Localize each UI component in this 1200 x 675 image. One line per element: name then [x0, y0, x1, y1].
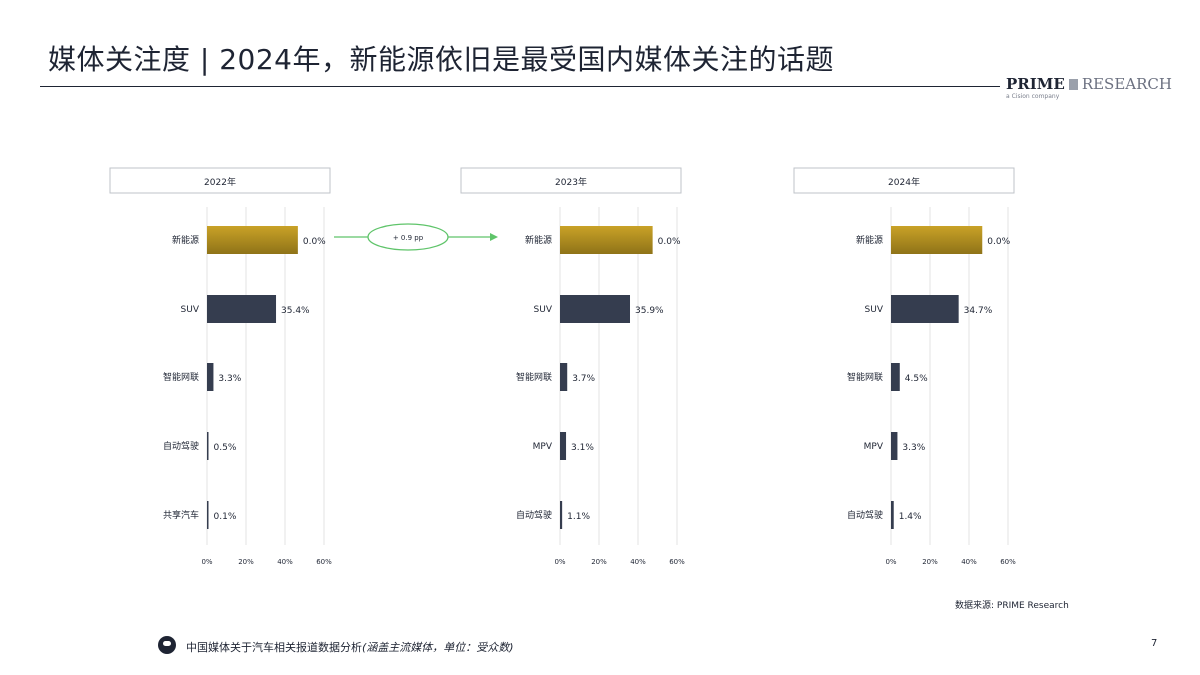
- logo-brand-bold: PRIME: [1006, 75, 1065, 93]
- category-label: SUV: [865, 305, 884, 315]
- category-label: 智能网联: [163, 371, 199, 383]
- chart-1: 2023年 0% 20% 40% 60% 新能源 0.0% SUV 35.9% 智能网联 3.7% M…: [460, 167, 685, 566]
- x-tick-label: 20%: [922, 558, 938, 566]
- x-tick-label: 60%: [316, 558, 332, 566]
- data-label: 3.3%: [218, 374, 241, 384]
- bar: [560, 363, 568, 391]
- x-tick-label: 40%: [277, 558, 293, 566]
- data-label: 1.4%: [899, 512, 922, 522]
- company-logo: PRIME RESEARCH a Cision company: [1006, 75, 1172, 105]
- change-annotation-label: + 0.9 pp: [393, 234, 424, 242]
- bar: [891, 226, 983, 254]
- x-tick-label: 0%: [885, 558, 896, 566]
- x-tick-label: 0%: [201, 558, 212, 566]
- data-label: 0.0%: [658, 237, 681, 247]
- bar: [207, 226, 298, 254]
- bar: [560, 226, 653, 254]
- category-label: 智能网联: [847, 371, 883, 383]
- x-tick-label: 40%: [961, 558, 977, 566]
- page-title: 媒体关注度 | 2024年，新能源依旧是最受国内媒体关注的话题: [48, 43, 834, 76]
- logo-mark-icon: [1068, 79, 1078, 90]
- footer-caption-note: (涵盖主流媒体，单位：受众数): [362, 641, 514, 654]
- category-label: 新能源: [172, 234, 199, 246]
- footer-caption: 中国媒体关于汽车相关报道数据分析(涵盖主流媒体，单位：受众数): [186, 639, 514, 655]
- x-tick-label: 60%: [669, 558, 685, 566]
- data-label: 0.0%: [987, 237, 1010, 247]
- chart-title: 2023年: [555, 176, 587, 188]
- data-label: 0.5%: [214, 443, 237, 453]
- x-tick-label: 20%: [238, 558, 254, 566]
- category-label: 自动驾驶: [847, 509, 883, 521]
- footer-caption-text: 中国媒体关于汽车相关报道数据分析: [186, 641, 362, 654]
- data-label: 35.9%: [635, 306, 664, 316]
- logo-brand: PRIME RESEARCH: [1006, 75, 1172, 93]
- bar: [891, 363, 900, 391]
- category-label: 智能网联: [516, 371, 552, 383]
- chart-title: 2024年: [888, 176, 920, 188]
- change-annotation: + 0.9 pp: [330, 222, 500, 252]
- bar: [560, 295, 631, 323]
- x-tick-label: 20%: [591, 558, 607, 566]
- chart-title-box: [460, 167, 682, 194]
- data-label: 1.1%: [567, 512, 590, 522]
- data-label: 3.7%: [572, 374, 595, 384]
- chart-2: 2024年 0% 20% 40% 60% 新能源 0.0% SUV 34.7% 智能网联 4.5% M…: [793, 167, 1016, 566]
- data-label: 3.3%: [902, 443, 925, 453]
- category-label: SUV: [534, 305, 553, 315]
- category-label: 自动驾驶: [516, 509, 552, 521]
- data-label: 34.7%: [964, 306, 993, 316]
- chart-0: 2022年 0% 20% 40% 60% 新能源 0.0% SUV 35.4% 智能网联 3.3% 自…: [109, 167, 332, 566]
- bar: [560, 432, 567, 460]
- x-tick-label: 0%: [554, 558, 565, 566]
- bar: [891, 295, 959, 323]
- data-source: 数据来源: PRIME Research: [955, 601, 1069, 611]
- chart-title: 2022年: [204, 176, 236, 188]
- category-label: 共享汽车: [163, 509, 199, 521]
- x-tick-label: 40%: [630, 558, 646, 566]
- category-label: 新能源: [856, 234, 883, 246]
- page-number: 7: [1151, 638, 1158, 649]
- bar: [207, 295, 277, 323]
- chat-icon: [158, 636, 176, 654]
- bar: [207, 363, 214, 391]
- data-label: 0.1%: [214, 512, 237, 522]
- bar: [891, 501, 894, 529]
- logo-brand-rest: RESEARCH: [1081, 75, 1172, 93]
- data-label: 3.1%: [571, 443, 594, 453]
- category-label: MPV: [864, 442, 884, 452]
- x-tick-label: 60%: [1000, 558, 1016, 566]
- bar: [207, 501, 209, 529]
- category-label: SUV: [181, 305, 200, 315]
- logo-subtitle: a Cision company: [1006, 93, 1060, 100]
- data-label: 0.0%: [303, 237, 326, 247]
- chart-title-box: [793, 167, 1015, 194]
- category-label: 新能源: [525, 234, 552, 246]
- category-label: 自动驾驶: [163, 440, 199, 452]
- data-label: 35.4%: [281, 306, 310, 316]
- title-divider: [40, 86, 1000, 87]
- bar: [560, 501, 563, 529]
- category-label: MPV: [533, 442, 553, 452]
- data-label: 4.5%: [905, 374, 928, 384]
- chart-title-box: [109, 167, 331, 194]
- bar: [207, 432, 209, 460]
- bar: [891, 432, 898, 460]
- change-arrow-icon: + 0.9 pp: [334, 223, 498, 251]
